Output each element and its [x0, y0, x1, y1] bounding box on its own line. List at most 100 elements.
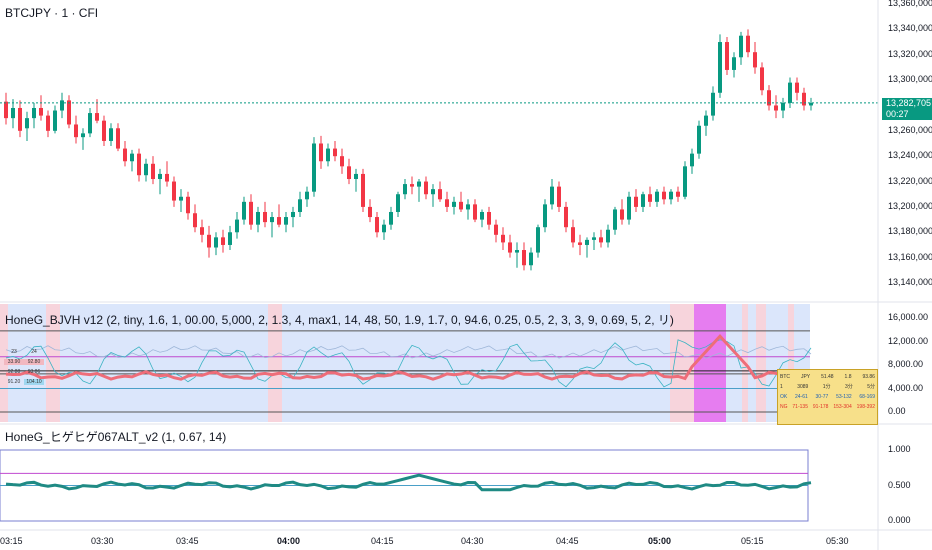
info-table-cell: 198-392 [856, 404, 875, 410]
candle-body [438, 189, 442, 200]
candle-body [326, 148, 330, 162]
left-table-cell: 23 [11, 349, 17, 355]
candle-body [683, 166, 687, 197]
candle-body [704, 115, 708, 126]
candle-body [221, 237, 225, 245]
candle-body [263, 211, 267, 223]
time-tick-label: 05:15 [741, 536, 764, 546]
info-table-row: NG 71-135 91-178 153-304 198-392 [778, 400, 877, 410]
candle-body [767, 90, 771, 106]
candle-body [592, 237, 596, 240]
indicator-1-tick-label: 16,000.00 [888, 312, 929, 322]
candle-body [718, 42, 722, 93]
candle-body [774, 105, 778, 111]
info-table-cell: JPY [800, 374, 811, 380]
candle-body [746, 35, 750, 53]
info-table-cell: 71-135 [792, 404, 808, 410]
candle-body [578, 242, 582, 245]
price-tick-label: 13,260,000 [888, 124, 932, 135]
time-tick-label: 04:45 [556, 536, 579, 546]
candle-body [102, 120, 106, 141]
price-tick-label: 13,320,000 [888, 48, 932, 59]
time-tick-label: 04:00 [277, 536, 301, 546]
indicator-1-tick-label: 0.00 [888, 406, 906, 416]
candle-body [781, 102, 785, 111]
indicator-1-tick-label: 12,000.00 [888, 335, 929, 346]
candle-body [452, 201, 456, 207]
candle-body [130, 153, 134, 162]
info-table-cell: 1 [780, 384, 783, 390]
info-table-cell: 51.48 [821, 374, 834, 380]
candle-body [116, 128, 120, 149]
candle-body [284, 217, 288, 225]
candle-body [158, 173, 162, 180]
candle-body [312, 143, 316, 192]
candle-body [39, 107, 43, 116]
candle-body [760, 67, 764, 91]
indicator-2-title[interactable]: HoneG_ヒゲヒゲ067ALT_v2 (1, 0.67, 14) [5, 430, 227, 444]
signal-band-strong [694, 304, 726, 422]
candlestick-series[interactable] [4, 29, 813, 271]
candle-body [53, 110, 57, 131]
candle-body [809, 102, 813, 106]
candle-body [172, 181, 176, 201]
candle-body [410, 184, 414, 187]
candle-body [466, 204, 470, 210]
info-table-cell: 3分 [845, 384, 853, 390]
signal-band [756, 304, 766, 422]
left-table-row: 92.88 93.86 [4, 369, 46, 375]
indicator-1-title[interactable]: HoneG_BJVH v12 (2, tiny, 1.6, 1, 00.00, … [5, 313, 674, 327]
candle-body [277, 217, 281, 225]
candle-body [81, 133, 85, 138]
candle-body [543, 204, 547, 228]
candle-body [207, 234, 211, 248]
candle-body [228, 232, 232, 245]
symbol-title[interactable]: BTCJPY · 1 · CFI [5, 6, 99, 20]
candle-body [431, 189, 435, 195]
info-table-cell: 1分 [822, 384, 831, 390]
indicator-1-tick-label: 4,000.00 [888, 382, 924, 393]
indicator-thick-line [5, 333, 812, 381]
time-tick-label: 04:15 [371, 536, 394, 546]
left-table-row: 23 24 [4, 349, 46, 355]
candle-body [564, 206, 568, 228]
candle-body [137, 153, 141, 176]
candle-body [522, 250, 526, 266]
signal-band [788, 304, 794, 422]
candle-body [11, 107, 15, 119]
candle-body [298, 199, 302, 212]
candle-body [214, 237, 218, 248]
candle-body [67, 100, 71, 125]
candle-body [585, 239, 589, 245]
indicator-2-pane[interactable] [0, 449, 812, 522]
candle-body [193, 213, 197, 228]
candle-body [25, 118, 29, 129]
candle-body [753, 52, 757, 68]
info-table-cell: 5分 [867, 384, 875, 390]
candle-body [788, 82, 792, 103]
indicator-1-pane[interactable] [0, 304, 812, 422]
candle-body [389, 211, 393, 225]
price-tick-label: 13,300,000 [888, 74, 932, 85]
candle-body [417, 181, 421, 187]
candle-body [494, 224, 498, 235]
info-table-cell: 91-178 [812, 404, 829, 410]
candle-body [739, 35, 743, 58]
candle-body [557, 186, 561, 207]
candle-body [795, 82, 799, 93]
left-table-row: 33.90 92.80 [4, 359, 46, 365]
time-tick-label: 03:30 [91, 536, 114, 546]
candle-body [396, 194, 400, 212]
indicator-1-tick-label: 8,000.00 [888, 359, 924, 369]
candle-body [634, 196, 638, 207]
left-table-cell: 104.10 [24, 379, 44, 385]
candle-body [291, 211, 295, 218]
left-table-row: 91.20 104.10 [4, 379, 46, 385]
price-tick-label: 13,340,000 [888, 23, 932, 34]
indicator-left-table: 23 24 33.90 92.80 92.88 93.86 91.20 104.10 [4, 349, 46, 389]
candle-body [123, 148, 127, 162]
signal-band [46, 304, 60, 422]
info-table-cell: 53-132 [836, 394, 852, 400]
